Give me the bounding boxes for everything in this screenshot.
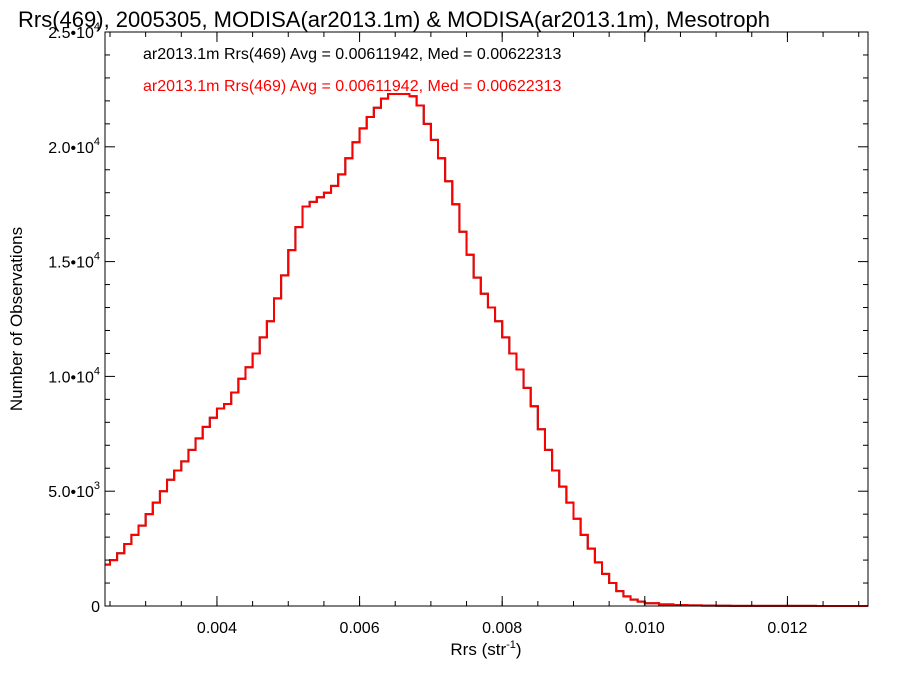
x-tick-label: 0.012: [767, 620, 807, 637]
histogram-series-red: [105, 92, 868, 607]
y-tick-label: 1.0•104: [48, 365, 100, 386]
x-axis-label-text: Rrs (str: [450, 640, 506, 659]
series-layer: [105, 92, 868, 607]
y-tick-label: 1.5•104: [48, 251, 100, 272]
histogram-series-black: [105, 92, 868, 607]
y-tick-label-exponent: 4: [94, 365, 100, 377]
y-tick-label-exponent: 4: [94, 21, 100, 33]
y-axis-label: Number of Observations: [7, 227, 26, 411]
x-tick-label: 0.010: [625, 620, 665, 637]
x-tick-label: 0.004: [197, 620, 237, 637]
y-tick-label-base: 2.0•10: [48, 140, 94, 157]
y-tick-label-base: 5.0•10: [48, 484, 94, 501]
legend-entry-black: ar2013.1m Rrs(469) Avg = 0.00611942, Med…: [143, 46, 561, 63]
x-axis-label: Rrs (str-1): [450, 639, 521, 659]
y-tick-label: 0: [91, 599, 100, 616]
y-tick-label-base: 1.0•10: [48, 369, 94, 386]
y-tick-label-exponent: 4: [94, 251, 100, 263]
chart-title: Rrs(469), 2005305, MODISA(ar2013.1m) & M…: [18, 7, 770, 32]
y-tick-label-base: 1.5•10: [48, 255, 94, 272]
x-axis-label-close: ): [516, 640, 522, 659]
legend: ar2013.1m Rrs(469) Avg = 0.00611942, Med…: [143, 46, 561, 95]
x-axis-label-superscript: -1: [506, 639, 516, 651]
x-tick-label: 0.008: [482, 620, 522, 637]
y-tick-label-base: 0: [91, 599, 100, 616]
y-tick-label-base: 2.5•10: [48, 25, 94, 42]
plot-frame: [104, 31, 869, 607]
y-tick-label-exponent: 3: [94, 480, 100, 492]
y-tick-label-exponent: 4: [94, 136, 100, 148]
y-tick-label: 5.0•103: [48, 480, 100, 501]
y-tick-label: 2.0•104: [48, 136, 100, 157]
y-tick-label: 2.5•104: [48, 21, 100, 42]
legend-entry-red: ar2013.1m Rrs(469) Avg = 0.00611942, Med…: [143, 78, 561, 95]
x-tick-label: 0.006: [340, 620, 380, 637]
axis-ticks: 0.004 0.006 0.008 0.010 0.01205.0•1031.0•104…: [48, 21, 868, 637]
